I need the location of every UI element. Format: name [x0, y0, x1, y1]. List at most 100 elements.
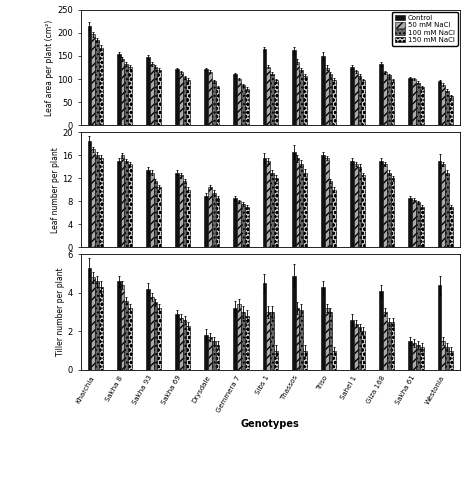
Bar	[274, 351, 278, 370]
Bar	[438, 81, 441, 125]
Bar	[91, 35, 95, 125]
Bar	[445, 347, 449, 370]
Bar	[383, 72, 387, 125]
Bar	[270, 73, 274, 125]
Bar	[95, 40, 99, 125]
Bar	[328, 312, 332, 370]
Bar	[420, 207, 424, 247]
Bar	[412, 79, 416, 125]
Bar	[449, 96, 453, 125]
Bar	[237, 201, 241, 247]
Bar	[387, 173, 391, 247]
Bar	[445, 91, 449, 125]
Bar	[99, 48, 103, 125]
Bar	[233, 308, 237, 370]
Bar	[150, 173, 154, 247]
Bar	[128, 67, 132, 125]
Bar	[99, 287, 103, 370]
Bar	[292, 152, 296, 247]
Bar	[263, 283, 266, 370]
Bar	[245, 89, 248, 125]
Bar	[146, 57, 150, 125]
Y-axis label: Tiller number per plant: Tiller number per plant	[56, 268, 65, 356]
Bar	[321, 56, 325, 125]
Bar	[95, 155, 99, 247]
Bar	[354, 164, 358, 247]
Bar	[358, 76, 362, 125]
Bar	[182, 181, 186, 247]
Bar	[237, 79, 241, 125]
Bar	[128, 164, 132, 247]
Bar	[179, 72, 182, 125]
Bar	[296, 308, 300, 370]
Bar	[120, 155, 124, 247]
Bar	[241, 85, 245, 125]
Bar	[175, 314, 179, 370]
Bar	[233, 74, 237, 125]
Bar	[383, 312, 387, 370]
Bar	[387, 75, 391, 125]
Y-axis label: Leaf number per plant: Leaf number per plant	[51, 147, 60, 233]
Bar	[441, 341, 445, 370]
Bar	[409, 78, 412, 125]
Bar	[216, 345, 219, 370]
Bar	[117, 282, 120, 370]
Bar	[182, 77, 186, 125]
Bar	[186, 325, 190, 370]
Bar	[117, 54, 120, 125]
Bar	[303, 76, 307, 125]
Bar	[186, 190, 190, 247]
Bar	[391, 178, 394, 247]
Bar	[157, 70, 161, 125]
Bar	[362, 176, 365, 247]
Bar	[321, 155, 325, 247]
Bar	[449, 207, 453, 247]
Bar	[120, 59, 124, 125]
Bar	[91, 149, 95, 247]
Bar	[182, 320, 186, 370]
Bar	[409, 341, 412, 370]
Bar	[212, 341, 216, 370]
Bar	[117, 161, 120, 247]
Bar	[157, 187, 161, 247]
Bar	[237, 304, 241, 370]
Bar	[362, 80, 365, 125]
Bar	[88, 26, 91, 125]
Bar	[266, 312, 270, 370]
Bar	[296, 62, 300, 125]
Bar	[266, 161, 270, 247]
Bar	[216, 199, 219, 247]
Bar	[332, 80, 336, 125]
Bar	[91, 278, 95, 370]
Bar	[300, 70, 303, 125]
Bar	[303, 351, 307, 370]
Bar	[420, 87, 424, 125]
Bar	[124, 301, 128, 370]
Bar	[241, 204, 245, 247]
Bar	[120, 285, 124, 370]
Legend: Control, 50 mM NaCl, 100 mM NaCl, 150 mM NaCl: Control, 50 mM NaCl, 100 mM NaCl, 150 mM…	[392, 12, 458, 46]
Bar	[154, 303, 157, 370]
Bar	[241, 312, 245, 370]
Bar	[263, 158, 266, 247]
Bar	[270, 312, 274, 370]
Bar	[146, 289, 150, 370]
Bar	[175, 69, 179, 125]
Bar	[350, 67, 354, 125]
Bar	[391, 80, 394, 125]
Bar	[274, 178, 278, 247]
Bar	[128, 308, 132, 370]
Bar	[441, 164, 445, 247]
Bar	[354, 323, 358, 370]
Bar	[438, 285, 441, 370]
Bar	[362, 331, 365, 370]
Bar	[409, 199, 412, 247]
Bar	[154, 181, 157, 247]
Bar	[245, 207, 248, 247]
Bar	[208, 337, 212, 370]
Bar	[412, 343, 416, 370]
Bar	[216, 87, 219, 125]
X-axis label: Genotypes: Genotypes	[241, 419, 300, 429]
Bar	[325, 158, 328, 247]
Bar	[179, 318, 182, 370]
